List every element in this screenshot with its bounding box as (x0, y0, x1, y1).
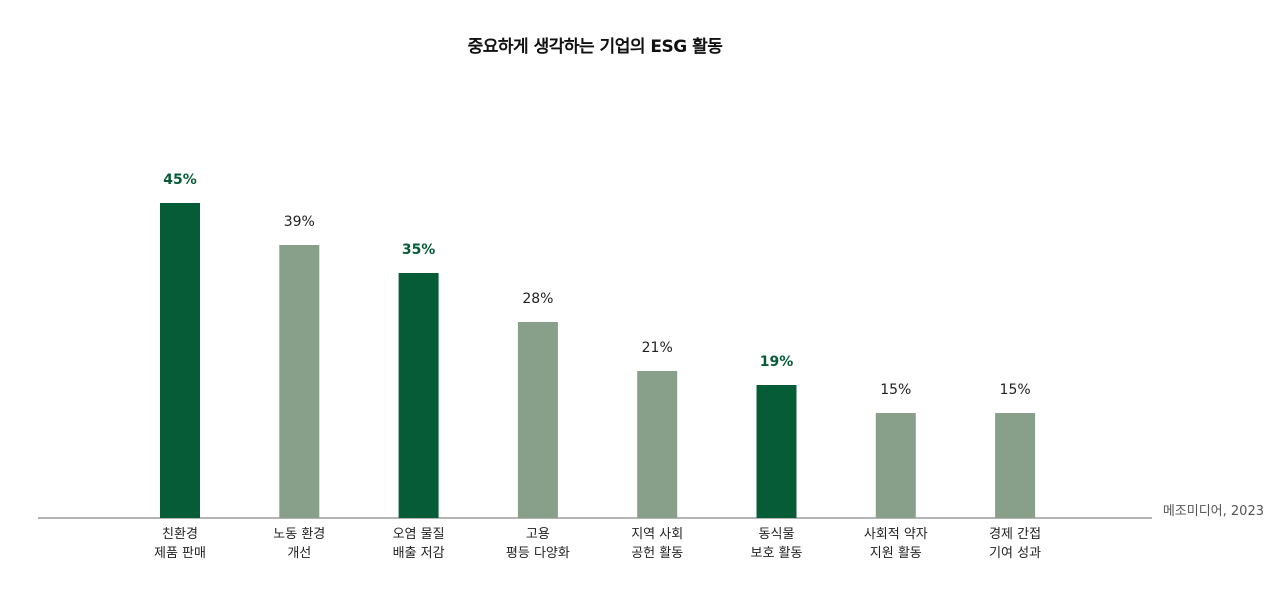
x-tick-label: 사회적 약자 (864, 527, 928, 542)
bar (875, 413, 916, 518)
data-label: 28% (522, 291, 553, 307)
x-tick-label: 오염 물질 (393, 527, 445, 542)
chart-title: 중요하게 생각하는 기업의 ESG 활동 (467, 37, 723, 57)
data-label: 39% (284, 214, 315, 230)
x-tick-label: 공헌 활동 (631, 546, 683, 561)
bar (756, 385, 797, 518)
bar (279, 245, 320, 518)
data-label: 15% (880, 382, 911, 398)
bar (398, 273, 439, 518)
x-tick-label: 배출 저감 (393, 546, 445, 561)
x-tick-label: 평등 다양화 (506, 546, 570, 561)
data-label: 21% (642, 340, 673, 356)
bar (517, 322, 558, 518)
data-label: 19% (760, 354, 794, 370)
data-label: 35% (402, 242, 436, 258)
x-tick-label: 기여 성과 (989, 546, 1041, 561)
data-label: 45% (163, 172, 197, 188)
bar (637, 371, 678, 518)
bar (995, 413, 1036, 518)
x-tick-label: 노동 환경 (273, 527, 325, 542)
x-tick-label: 지역 사회 (631, 527, 683, 542)
x-tick-label: 경제 간접 (989, 527, 1041, 542)
x-tick-label: 제품 판매 (154, 546, 206, 561)
x-tick-label: 보호 활동 (751, 546, 803, 561)
x-tick-label: 개선 (287, 546, 311, 561)
x-tick-label: 동식물 (759, 527, 795, 542)
bar (160, 203, 200, 518)
x-tick-label: 지원 활동 (870, 546, 922, 561)
x-tick-label: 고용 (526, 527, 550, 542)
x-tick-label: 친환경 (162, 527, 198, 542)
data-label: 15% (1000, 382, 1031, 398)
source-note: 메조미디어, 2023 (1162, 504, 1264, 519)
